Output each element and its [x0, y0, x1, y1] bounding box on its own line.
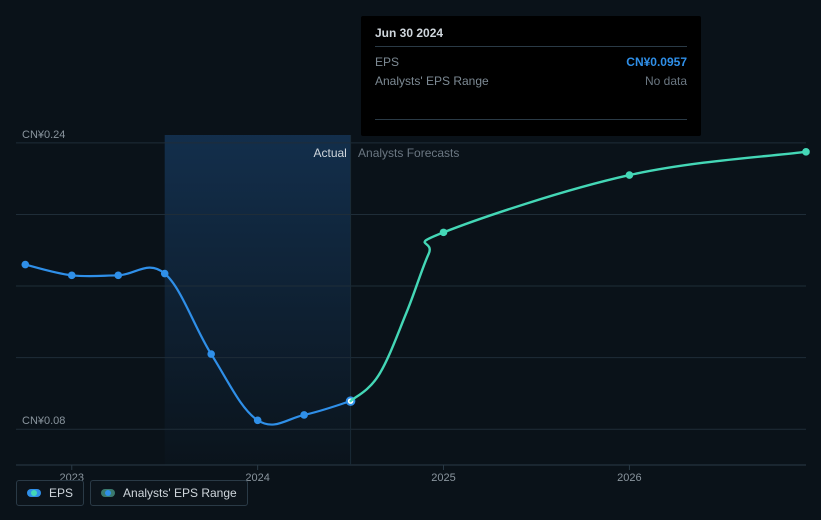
legend-item-range[interactable]: Analysts' EPS Range — [90, 480, 248, 506]
forecast-point[interactable] — [802, 148, 810, 156]
tooltip-row-label: EPS — [375, 53, 399, 72]
eps-point[interactable] — [300, 411, 308, 419]
tooltip-row: Analysts' EPS Range No data — [375, 72, 687, 91]
chart-legend: EPS Analysts' EPS Range — [16, 480, 248, 506]
eps-point[interactable] — [254, 416, 262, 424]
eps-point[interactable] — [207, 350, 215, 358]
eps-point[interactable] — [21, 261, 29, 269]
forecast-point[interactable] — [626, 171, 634, 179]
legend-swatch-icon — [101, 489, 115, 497]
y-axis-label: CN¥0.24 — [22, 129, 65, 141]
legend-swatch-icon — [27, 489, 41, 497]
chart-tooltip: Jun 30 2024 EPSCN¥0.0957Analysts' EPS Ra… — [361, 16, 701, 136]
legend-label: EPS — [49, 486, 73, 500]
legend-item-eps[interactable]: EPS — [16, 480, 84, 506]
tooltip-row-value: No data — [645, 72, 687, 91]
x-axis-label: 2026 — [617, 472, 641, 484]
eps-chart: 2023202420252026CN¥0.24CN¥0.08ActualAnal… — [0, 0, 821, 520]
region-label-forecast: Analysts Forecasts — [358, 146, 459, 160]
tooltip-row: EPS CN¥0.0957 — [375, 53, 687, 72]
y-axis-label: CN¥0.08 — [22, 415, 65, 427]
forecast-line — [351, 152, 806, 401]
x-axis-label: 2025 — [431, 472, 455, 484]
eps-point[interactable] — [161, 270, 169, 278]
tooltip-row-value: CN¥0.0957 — [626, 53, 687, 72]
region-label-actual: Actual — [314, 146, 347, 160]
forecast-point[interactable] — [440, 229, 448, 237]
eps-point[interactable] — [68, 272, 76, 280]
eps-point[interactable] — [114, 272, 122, 280]
legend-label: Analysts' EPS Range — [123, 486, 237, 500]
tooltip-date: Jun 30 2024 — [375, 26, 687, 40]
x-axis-label: 2024 — [245, 472, 269, 484]
tooltip-row-label: Analysts' EPS Range — [375, 72, 489, 91]
